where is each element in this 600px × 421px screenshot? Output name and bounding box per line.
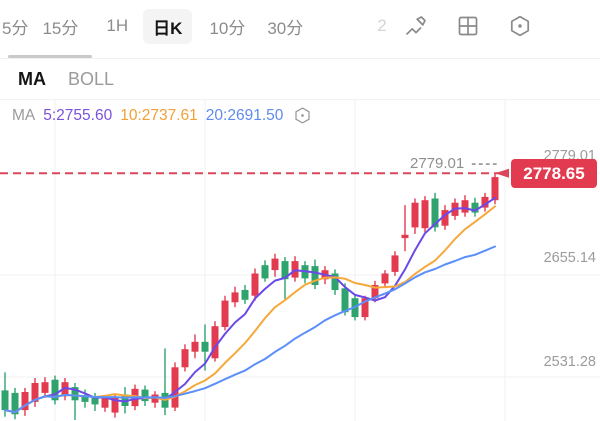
- ma-legend-prefix: MA: [12, 106, 36, 124]
- draw-tool-icon[interactable]: [404, 14, 428, 38]
- tab-ma[interactable]: MA: [18, 68, 46, 89]
- high-price-dashes: ----: [471, 155, 500, 172]
- high-price-label: 2779.01 ----: [410, 155, 499, 172]
- axis-label-2655: 2655.14: [543, 250, 596, 266]
- timeframe-toolbar: 5分 15分 1H 日K 10分 30分 2: [0, 0, 600, 52]
- tab-1h[interactable]: 1H: [106, 16, 129, 35]
- ma20-value: 20:2691.50: [205, 106, 284, 124]
- indicator-settings-icon[interactable]: [508, 14, 532, 38]
- tab-daily-k-active[interactable]: 日K: [143, 8, 193, 44]
- last-price-badge: 2778.65: [511, 159, 597, 188]
- tab-10min[interactable]: 10分: [209, 18, 246, 38]
- tab-5min[interactable]: 5分: [2, 18, 29, 38]
- tab-2h-partial[interactable]: 2: [377, 16, 387, 35]
- tab-boll[interactable]: BOLL: [68, 68, 115, 89]
- indicator-tabs: MA BOLL: [0, 58, 600, 100]
- ma5-value: 5:2755.60: [43, 106, 113, 124]
- tabs-scroll-indicator: [8, 55, 92, 58]
- tab-30min[interactable]: 30分: [267, 18, 304, 38]
- high-price-value: 2779.01: [410, 155, 465, 172]
- ma10-value: 10:2737.61: [120, 106, 198, 124]
- grid-layout-icon[interactable]: [456, 14, 480, 38]
- axis-label-2531: 2531.28: [543, 354, 596, 370]
- ma-legend: MA 5:2755.60 10:2737.61 20:2691.50: [12, 106, 312, 125]
- tab-15min[interactable]: 15分: [42, 18, 79, 38]
- ma-settings-icon[interactable]: [293, 106, 312, 125]
